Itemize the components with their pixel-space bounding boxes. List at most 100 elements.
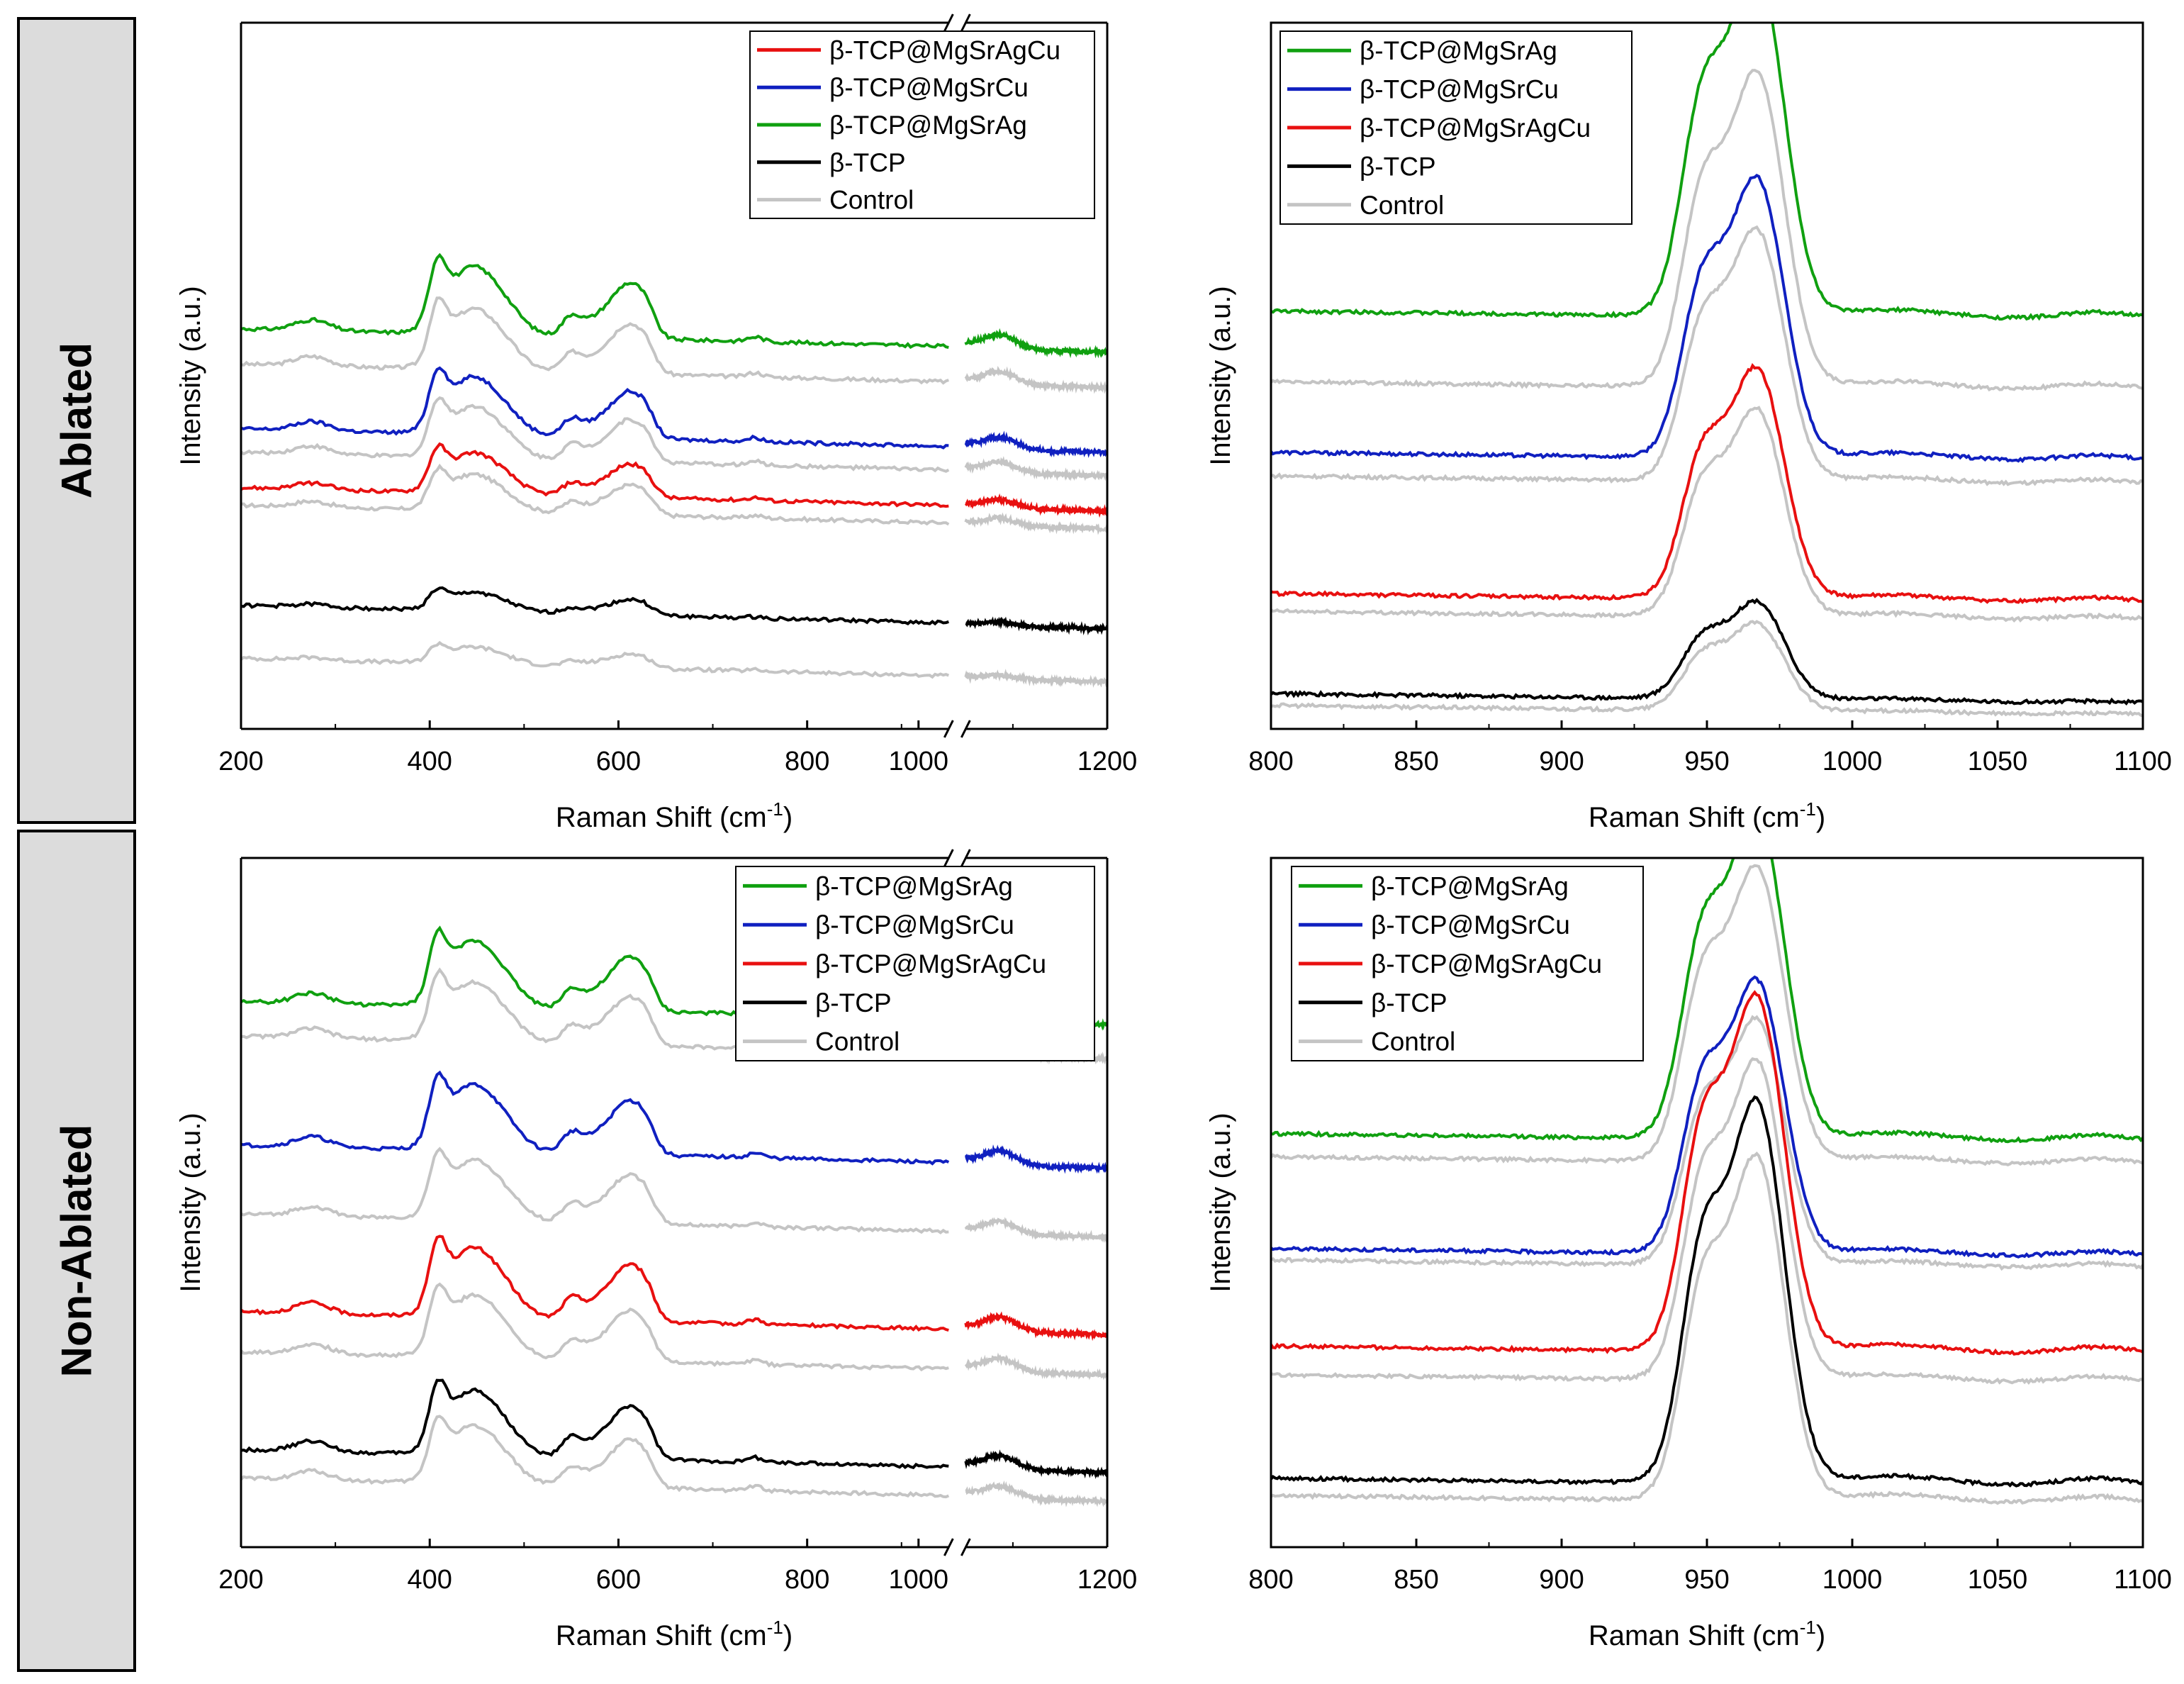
legend-entry: β-TCP@MgSrAg [1371,871,1569,900]
series-line-control [241,296,949,385]
x-tick-label: 1050 [1968,747,2028,776]
y-axis-label: Intensity (a.u.) [1205,286,1236,465]
series-line-tcpmgsrcu [1271,975,2143,1259]
legend-entry: β-TCP [815,988,892,1017]
legend-entry: β-TCP@MgSrCu [815,910,1014,939]
series-line-tcpmgsrcu [1271,174,2143,464]
x-tick-label: 400 [408,747,452,776]
row-label-nonablated: Non-Ablated [17,830,136,1672]
y-axis-label: Intensity (a.u.) [1205,1113,1236,1292]
axis-break-mark [960,849,971,867]
series-line-tcpmgsragcu [1271,990,2143,1356]
row-label-ablated: Ablated [17,17,136,824]
x-tick-label: 200 [218,1565,263,1595]
legend-entry: Control [1360,191,1444,220]
series-line-control-b [964,512,1107,535]
series-line-control [241,463,950,526]
x-tick-label: 800 [1248,747,1293,776]
x-tick-label: 800 [785,747,829,776]
legend-entry: β-TCP@MgSrAgCu [1360,113,1591,143]
y-axis-label: Intensity (a.u.) [175,1113,206,1292]
series-line-tcpmgsrag-b [964,328,1107,359]
series-line-control [1271,1015,2143,1271]
x-tick-label: 200 [218,747,263,776]
legend-entry: Control [829,186,914,215]
series-line-control-b [965,1480,1107,1507]
plot-area [1271,23,2143,718]
series-line-control [1271,406,2143,623]
series-line-tcpmgsragcu [1271,363,2143,605]
legend-entry: β-TCP@MgSrAg [829,111,1027,140]
x-tick-label: 950 [1684,747,1729,776]
series-line-control [1271,864,2143,1166]
legend-entry: β-TCP@MgSrAgCu [1371,949,1602,978]
legend-entry: β-TCP [1371,988,1447,1017]
x-tick-label: 600 [596,1565,641,1595]
axis-break-mark [960,1538,971,1556]
series-line-control-b [964,1352,1107,1381]
series-line-tcp [241,1378,949,1470]
series-line-control-b [964,366,1107,394]
x-tick-label: 900 [1539,1565,1584,1595]
series-line-tcp-b [964,1449,1107,1480]
axis-break-mark [943,849,954,867]
series-line-control-b [964,456,1107,481]
legend: β-TCP@MgSrAg β-TCP@MgSrCu β-TCP@MgSrAgCu β-… [735,866,1095,1061]
series-line-control [241,1147,949,1234]
series-line-tcpmgsrag [241,252,949,350]
legend-entry: β-TCP@MgSrAg [815,871,1013,900]
panel-nonablated-broad: 200 400 600 800 1000 1200 Raman Shift (cm-1) In… [175,849,1137,1651]
legend-entry: β-TCP@MgSrAgCu [815,949,1046,978]
x-tick-label: 1000 [1822,747,1883,776]
legend-entry: β-TCP@MgSrAg [1360,36,1557,65]
panel-ablated-narrow: 800 850 900 950 1000 1050 1100 Raman Shift (cm-… [1205,21,2172,833]
series-line-control [1271,620,2143,718]
plot-area [1271,858,2143,1505]
series-line-control-b [964,669,1107,688]
series-line-tcp [1271,1095,2143,1488]
legend-entry: β-TCP@MgSrAgCu [829,35,1060,65]
series-line-control [241,1282,949,1372]
axis-break-mark [960,720,971,738]
x-tick-label: 800 [1248,1565,1293,1595]
series-line-control [241,640,950,679]
x-tick-label: 1000 [1822,1565,1883,1595]
series-line-control [1271,69,2143,392]
series-line-tcpmgsragcu [241,442,949,508]
x-tick-label: 1100 [2114,747,2172,776]
legend-entry: β-TCP [1360,152,1436,181]
x-axis-label: Raman Shift (cm-1) [1589,798,1825,833]
axis-break-mark [943,13,954,32]
axis-break-mark [943,720,954,738]
x-axis-label: Raman Shift (cm-1) [556,1617,793,1651]
series-line-tcpmgsrcu-b [964,430,1107,458]
axis-break-mark [943,1538,954,1556]
series-line-control [1271,1057,2143,1385]
series-line-control-b [964,1217,1107,1244]
series-line-tcpmgsrcu [241,1070,950,1166]
series-line-tcp [241,586,949,626]
x-tick-label: 400 [408,1565,452,1595]
series-line-tcpmgsrcu [241,366,949,450]
legend-entry: β-TCP@MgSrCu [1360,75,1559,104]
x-tick-label: 1050 [1968,1565,2028,1595]
x-tick-label: 1200 [1077,747,1138,776]
panel-ablated-broad: 200 400 600 800 1000 1200 Raman Shift (cm-1) In… [175,13,1138,833]
legend: β-TCP@MgSrAg β-TCP@MgSrCu β-TCP@MgSrAgCu β-… [1279,30,1633,225]
series-line-tcpmgsrag [1271,858,2143,1144]
legend-entry: β-TCP [829,148,906,177]
series-line-control [1271,1152,2143,1505]
x-tick-label: 1200 [1077,1565,1138,1595]
x-tick-label: 850 [1394,1565,1438,1595]
series-line-tcpmgsragcu-b [964,1311,1107,1342]
x-tick-label: 900 [1539,747,1584,776]
legend: β-TCP@MgSrAg β-TCP@MgSrCu β-TCP@MgSrAgCu β-… [1291,866,1644,1061]
series-line-tcpmgsrag [1271,23,2143,321]
series-line-control [241,396,950,473]
x-tick-label: 1100 [2114,1565,2172,1595]
x-tick-label: 800 [785,1565,829,1595]
axis-break-mark [960,13,971,32]
series-line-tcpmgsragcu [241,1234,949,1332]
x-tick-label: 1000 [889,747,949,776]
